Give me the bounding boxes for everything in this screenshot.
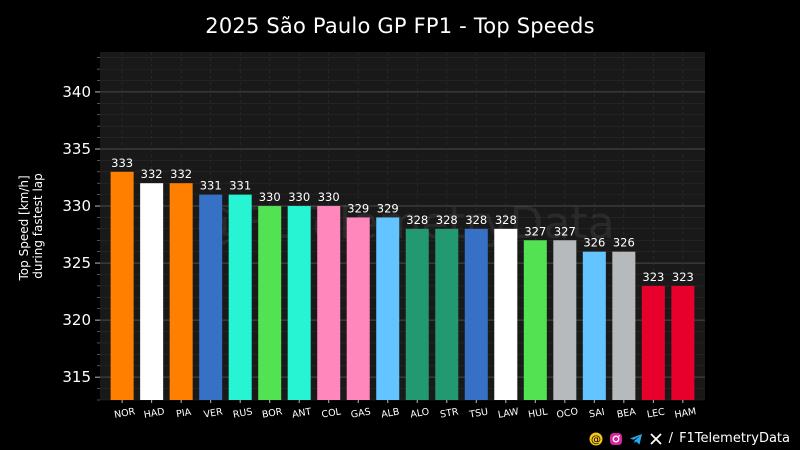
bar-pia <box>169 183 193 400</box>
x-tick-label: SAI <box>588 407 605 421</box>
x-tick-label: BOR <box>261 406 283 420</box>
y-tick-label: 330 <box>62 197 91 215</box>
data-label: 328 <box>406 213 428 227</box>
telegram-icon[interactable] <box>629 432 643 446</box>
instagram-icon[interactable] <box>609 432 623 446</box>
x-tick-label: GAS <box>350 406 371 420</box>
bar-alo <box>405 228 429 400</box>
x-tick-label: ALO <box>410 406 431 420</box>
x-tick-label: VER <box>203 406 224 420</box>
bar-oco <box>553 240 577 400</box>
y-tick-label: 320 <box>62 311 91 329</box>
x-tick-label: PIA <box>175 407 192 421</box>
x-icon[interactable] <box>649 432 663 446</box>
data-label: 323 <box>672 270 694 284</box>
x-tick-label: LEC <box>646 407 666 421</box>
data-label: 332 <box>141 167 163 181</box>
x-tick-label: HAM <box>674 406 697 421</box>
data-label: 331 <box>200 179 222 193</box>
bar-ham <box>671 285 695 400</box>
x-tick-label: COL <box>321 406 343 420</box>
bar-str <box>435 228 459 400</box>
data-label: 326 <box>583 236 605 250</box>
data-label: 327 <box>554 224 576 238</box>
data-label: 327 <box>524 224 546 238</box>
bar-ver <box>199 194 223 400</box>
x-tick-label: OCO <box>556 406 579 421</box>
data-label: 329 <box>377 201 399 215</box>
axes: 315 320 325 330 335 340 NOR HAD PIA VER RUS BOR ANT C… <box>62 57 697 421</box>
threads-icon[interactable]: @ <box>589 432 603 446</box>
x-tick-label: TSU <box>468 406 489 420</box>
x-tick-label: BEA <box>616 406 637 420</box>
data-label: 328 <box>465 213 487 227</box>
svg-text:@: @ <box>591 434 601 445</box>
x-tick-label: ANT <box>291 406 312 420</box>
x-tick-label: LAW <box>497 406 520 421</box>
data-label: 331 <box>229 179 251 193</box>
data-label: 330 <box>318 190 340 204</box>
bar-gas <box>346 217 370 400</box>
data-label: 326 <box>613 236 635 250</box>
bar-alb <box>376 217 400 400</box>
bar-hul <box>523 240 547 400</box>
y-tick-label: 325 <box>62 254 91 272</box>
bar-nor <box>110 171 134 400</box>
y-axis-label-line-2: during fastest lap <box>31 173 45 279</box>
bars: 333 332 332 331 331 330 330 330 329 329 328 328 328 3… <box>110 156 695 400</box>
data-label: 329 <box>347 201 369 215</box>
data-label: 328 <box>495 213 517 227</box>
footer: @ / F1TelemetryData <box>589 431 790 446</box>
bar-bea <box>612 251 636 400</box>
bar-law <box>494 228 518 400</box>
data-label: 328 <box>436 213 458 227</box>
x-tick-label: RUS <box>232 406 253 420</box>
bar-ant <box>287 206 311 400</box>
bar-rus <box>228 194 252 400</box>
y-axis-label-line-1: Top Speed [km/h] <box>17 175 31 281</box>
x-tick-label: HAD <box>143 406 166 420</box>
y-axis-label: Top Speed [km/h] during fastest lap <box>17 172 45 282</box>
chart-title: 2025 São Paulo GP FP1 - Top Speeds <box>205 14 595 38</box>
data-label: 330 <box>288 190 310 204</box>
footer-separator: / <box>668 431 674 446</box>
y-tick-label: 335 <box>62 140 91 158</box>
x-tick-label: HUL <box>527 406 549 420</box>
y-tick-label: 315 <box>62 368 91 386</box>
footer-handle[interactable]: F1TelemetryData <box>679 431 790 446</box>
x-tick-label: STR <box>439 406 459 420</box>
data-label: 333 <box>111 156 133 170</box>
y-tick-label: 340 <box>62 83 91 101</box>
x-tick-label: NOR <box>113 406 136 421</box>
data-label: 323 <box>642 270 664 284</box>
data-label: 332 <box>170 167 192 181</box>
x-tick-label: ALB <box>380 407 400 421</box>
bar-had <box>140 183 164 400</box>
bar-tsu <box>464 228 488 400</box>
bar-col <box>317 206 341 400</box>
data-label: 330 <box>259 190 281 204</box>
bar-lec <box>641 285 665 400</box>
bar-bor <box>258 206 282 400</box>
bar-sai <box>582 251 606 400</box>
